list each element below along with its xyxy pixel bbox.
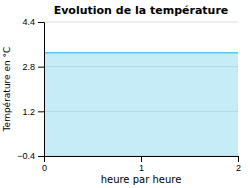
area [44,53,238,156]
y-tick-label: 2.8 [22,62,35,72]
x-axis-title: heure par heure [101,174,182,185]
title: Evolution de la température [54,4,229,17]
y-tick-mark [38,111,44,112]
y-tick-label: −0.4 [17,151,35,161]
x-tick: 2 [236,156,241,173]
grid-line [44,22,238,23]
y-tick-mark [38,22,44,23]
y-tick-label: 4.4 [22,17,35,27]
x-tick-label: 2 [236,163,241,173]
y-tick-mark [38,67,44,68]
chart: 0 1 2 −0.4 1.2 2.8 4.4 Evolution de la températ… [0,0,250,188]
y-axis-title: Température en °C [2,47,12,133]
y-tick-label: 1.2 [22,107,35,117]
x-tick-mark [141,156,142,162]
y-tick: 4.4 [22,17,44,27]
line [44,52,238,54]
x-tick: 1 [139,156,144,173]
y-axis-line [38,23,45,157]
grid [44,22,238,156]
x-tick-mark [238,156,239,162]
y-tick-mark [38,156,44,157]
x-tick: 0 [42,156,47,173]
x-tick-label: 0 [42,163,47,173]
x-axis: 0 1 2 [42,156,241,173]
marks [44,53,238,156]
y-tick: 1.2 [22,107,44,117]
x-axis-line [45,157,239,163]
y-axis: −0.4 1.2 2.8 4.4 [17,17,44,161]
y-tick: −0.4 [17,151,44,161]
x-tick-label: 1 [139,163,144,173]
y-tick: 2.8 [22,62,44,72]
